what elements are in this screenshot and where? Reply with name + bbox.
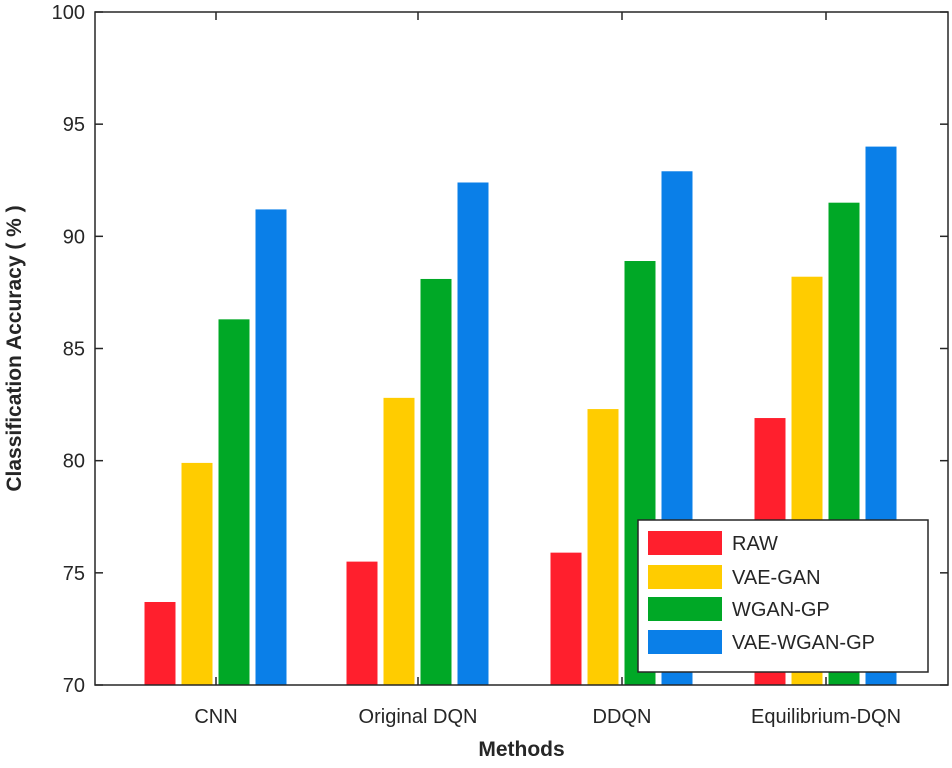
bar-vae-gan-2 bbox=[587, 409, 619, 685]
x-tick-label: DDQN bbox=[593, 706, 652, 728]
y-tick-label: 75 bbox=[63, 563, 85, 585]
legend-swatch-raw bbox=[648, 531, 722, 555]
y-tick-label: 70 bbox=[63, 675, 85, 697]
x-axis-title: Methods bbox=[478, 738, 564, 761]
legend-label: RAW bbox=[732, 533, 778, 555]
legend: RAW VAE-GAN WGAN-GP VAE-WGAN-GP bbox=[637, 519, 929, 673]
y-tick-label: 80 bbox=[63, 451, 85, 473]
bar-vae-gan-1 bbox=[383, 397, 415, 685]
bar-vae-wgan-gp-0 bbox=[255, 209, 287, 685]
bar-raw-0 bbox=[144, 601, 176, 685]
legend-label: VAE-GAN bbox=[732, 567, 821, 589]
y-tick-label: 85 bbox=[63, 339, 85, 361]
y-tick-label: 100 bbox=[52, 2, 85, 24]
y-axis-title: Classification Accuracy ( % ) bbox=[3, 205, 26, 491]
x-axis: CNN Original DQN DDQN Equilibrium-DQN bbox=[194, 12, 901, 728]
bar-raw-1 bbox=[346, 561, 378, 685]
legend-swatch-vae-wgan-gp bbox=[648, 630, 722, 654]
bar-wgan-gp-0 bbox=[218, 319, 250, 685]
bar-vae-gan-0 bbox=[181, 462, 213, 685]
legend-swatch-vae-gan bbox=[648, 565, 722, 589]
legend-swatch-wgan-gp bbox=[648, 597, 722, 621]
y-tick-label: 95 bbox=[63, 114, 85, 136]
x-tick-label: CNN bbox=[194, 706, 237, 728]
bar-vae-wgan-gp-1 bbox=[457, 182, 489, 685]
legend-label: VAE-WGAN-GP bbox=[732, 632, 875, 654]
bar-wgan-gp-1 bbox=[420, 278, 452, 685]
legend-label: WGAN-GP bbox=[732, 599, 830, 621]
y-tick-label: 90 bbox=[63, 226, 85, 248]
x-tick-label: Original DQN bbox=[359, 706, 478, 728]
x-tick-label: Equilibrium-DQN bbox=[751, 706, 901, 728]
y-axis: 70 75 80 85 90 95 100 bbox=[52, 2, 948, 697]
bar-raw-2 bbox=[550, 552, 582, 685]
